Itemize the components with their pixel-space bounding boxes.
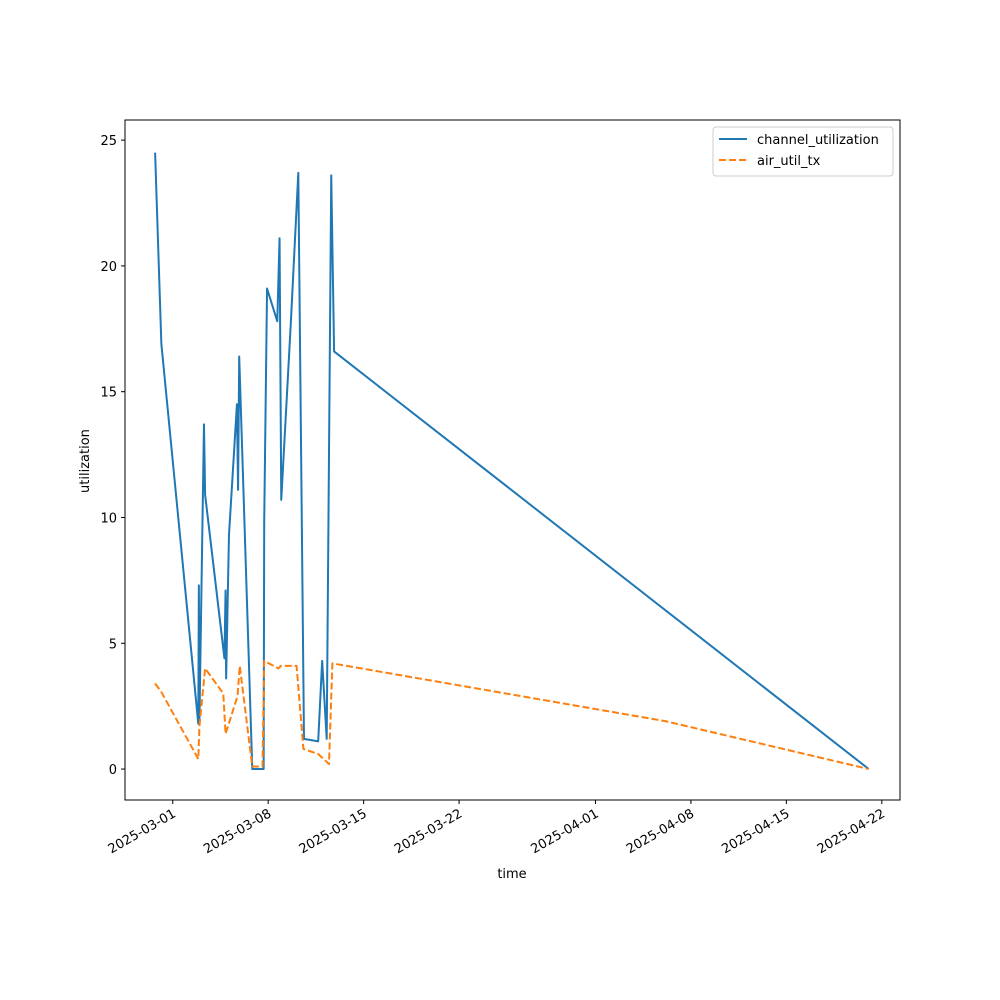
y-tick-label: 15 [100,386,117,401]
series-line-channel_utilization [154,152,870,771]
series-layer [154,152,870,771]
series-line-air_util_tx [154,659,869,771]
y-tick-label: 5 [109,637,117,652]
y-tick-label: 0 [109,763,117,778]
y-tick-label: 25 [100,134,117,149]
y-axis-label: utilization [78,429,93,493]
y-axis: 0 5 10 15 20 25 [100,134,125,778]
legend-box [712,126,894,177]
y-tick-label: 10 [100,511,117,526]
y-tick-label: 20 [100,260,117,275]
legend: channel_utilization air_util_tx [712,126,894,177]
x-axis-label: time [497,867,526,882]
legend-label-air_util_tx: air_util_tx [757,154,821,169]
legend-label-channel_utilization: channel_utilization [757,133,879,148]
plot-frame [124,119,901,801]
